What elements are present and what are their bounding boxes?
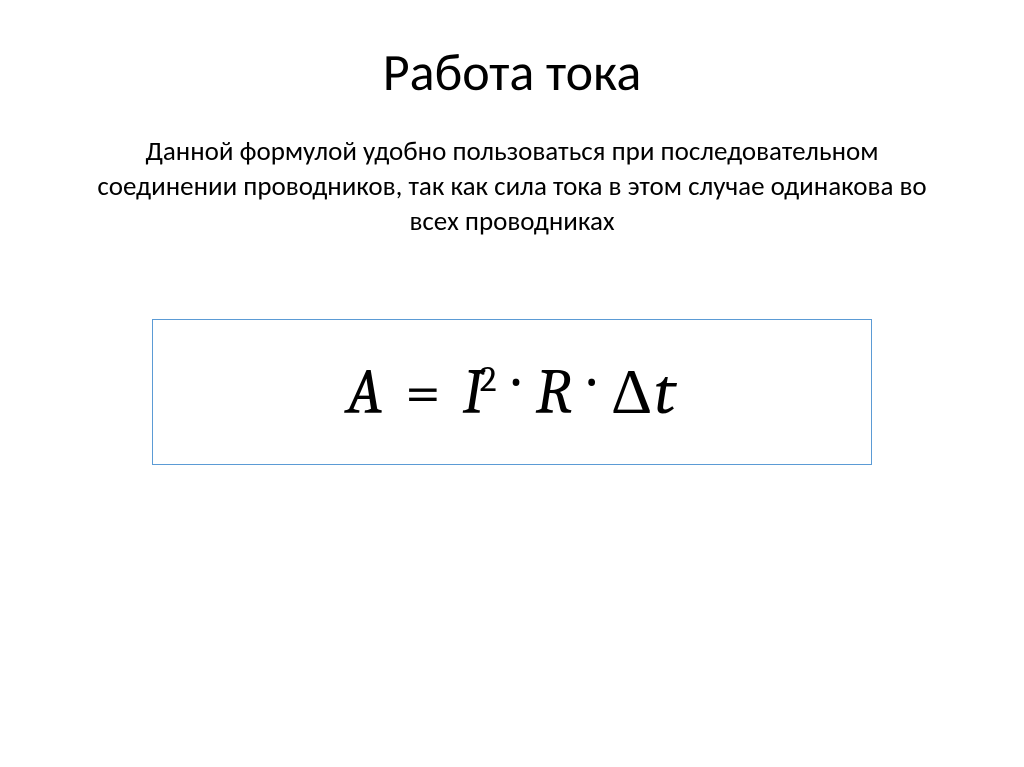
- formula-expression: A=I2·R·Δt: [346, 355, 678, 429]
- slide-description: Данной формулой удобно пользоваться при …: [87, 134, 937, 239]
- formula-var-A: A: [346, 355, 385, 429]
- formula-dot-1: ·: [513, 343, 522, 417]
- formula-exponent: 2: [480, 359, 499, 400]
- formula-var-R: R: [535, 355, 574, 429]
- formula-container: A=I2·R·Δt: [152, 319, 872, 465]
- formula-delta: Δ: [611, 355, 654, 429]
- formula-dot-2: ·: [588, 343, 597, 417]
- formula-equals: =: [405, 355, 442, 429]
- formula-var-t: t: [654, 355, 678, 429]
- slide-title: Работа тока: [383, 40, 642, 104]
